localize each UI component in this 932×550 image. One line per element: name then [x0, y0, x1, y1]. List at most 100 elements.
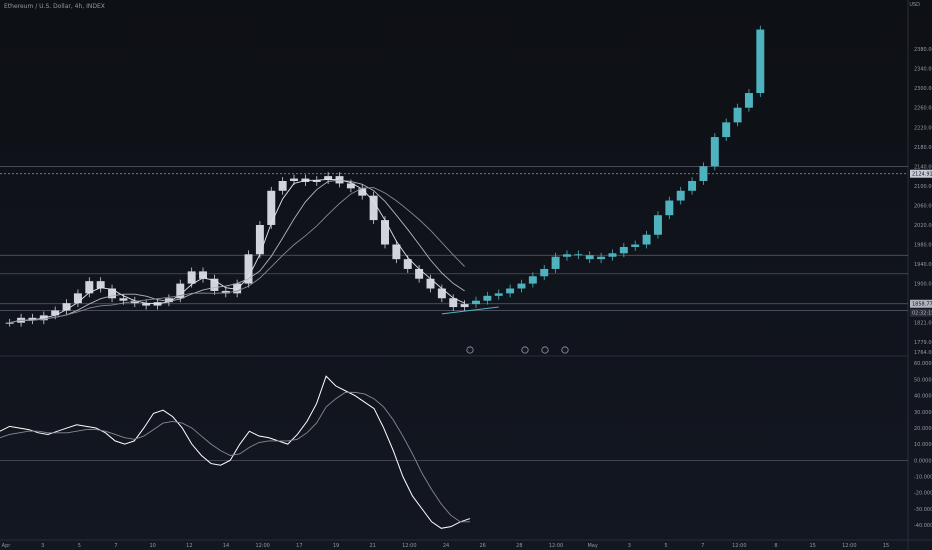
candle-body	[756, 29, 765, 94]
candle-body	[653, 215, 662, 235]
countdown-tag-label: 02:32:19	[912, 311, 932, 317]
candle-body	[312, 180, 321, 182]
candle-body	[688, 181, 697, 191]
candle-body	[244, 254, 253, 284]
candle-body	[528, 276, 537, 284]
osc-series-line	[0, 375, 471, 529]
candle-body	[96, 281, 105, 289]
time-tick-label: 15	[883, 543, 889, 549]
price-tick-label: 1980.00	[914, 243, 932, 249]
candle-body	[187, 271, 196, 284]
time-tick-label: 19	[333, 543, 339, 549]
time-tick-label: 12:00	[255, 543, 269, 549]
osc-tick-label: -40.0000	[914, 523, 932, 529]
candle-body	[483, 295, 492, 301]
candle-body	[278, 181, 287, 191]
candle-body	[392, 244, 401, 260]
candle-body	[699, 166, 708, 181]
candle-body	[415, 268, 424, 279]
moving-average-line	[9, 178, 465, 324]
candle-body	[494, 293, 503, 296]
candle-body	[426, 278, 435, 289]
osc-tick-label: -10.0000	[914, 475, 932, 481]
osc-tick-label: 0.0000	[914, 458, 932, 464]
trendline	[441, 306, 499, 315]
currency-label: USD	[909, 2, 920, 8]
candle-body	[449, 298, 458, 308]
candle-body	[119, 298, 128, 301]
time-tick-label: 5	[664, 543, 667, 549]
candle-body	[51, 310, 60, 316]
candle-body	[585, 255, 594, 260]
time-tick-label: 28	[516, 543, 522, 549]
price-tick-label: 2020.00	[914, 223, 932, 229]
time-tick-label: 12:00	[732, 543, 746, 549]
price-tick-label: 1940.00	[914, 262, 932, 268]
time-tick-label: 3	[41, 543, 44, 549]
candle-body	[710, 137, 719, 167]
price-tick-label: 2260.00	[914, 106, 932, 112]
price-tag-label: 1858.77	[912, 302, 932, 308]
time-tick-label: 3	[628, 543, 631, 549]
osc-tick-label: 50.0000	[914, 377, 932, 383]
candle-body	[517, 283, 526, 289]
candle-body	[403, 259, 412, 269]
event-marker	[561, 346, 569, 354]
candle-body	[358, 188, 367, 196]
candle-body	[85, 281, 94, 294]
candle-body	[733, 107, 742, 123]
candle-body	[346, 183, 355, 189]
countdown-tag-bg	[910, 308, 932, 317]
price-tick-label: 2220.00	[914, 125, 932, 131]
candle-body	[642, 234, 651, 245]
time-tick-label: 17	[296, 543, 302, 549]
price-tick-label: 2140.00	[914, 164, 932, 170]
price-tag-bg	[910, 299, 932, 308]
price-tick-label: 2300.00	[914, 86, 932, 92]
chart-title: Ethereum / U.S. Dollar, 4h, INDEX	[4, 3, 105, 10]
candle-body	[164, 298, 173, 303]
price-tag-label: 2124.91	[912, 172, 932, 178]
candle-body	[562, 254, 571, 257]
time-tick-label: 14	[223, 543, 229, 549]
candle-body	[722, 122, 731, 138]
candle-body	[369, 195, 378, 221]
moving-average-line	[9, 179, 465, 324]
candle-body	[130, 300, 139, 304]
candle-body	[381, 220, 389, 245]
time-tick-label: 26	[479, 543, 485, 549]
price-tick-label: 1821.00	[914, 321, 932, 327]
time-tick-label: 12:00	[549, 543, 563, 549]
osc-tick-label: 60.0000	[914, 361, 932, 367]
candle-body	[290, 178, 298, 181]
candle-body	[608, 253, 617, 257]
time-tick-label: 12:00	[402, 543, 416, 549]
candle-body	[28, 317, 37, 321]
time-tick-label: May	[587, 543, 597, 549]
osc-tick-label: 30.0000	[914, 410, 932, 416]
time-tick-label: 12	[186, 543, 192, 549]
candle-body	[324, 176, 333, 181]
candle-body	[551, 256, 560, 269]
time-tick-label: 7	[701, 543, 704, 549]
candle-body	[472, 300, 480, 305]
candle-body	[267, 190, 276, 225]
candle-body	[108, 288, 117, 299]
candle-body	[676, 190, 685, 201]
candle-body	[506, 288, 515, 294]
time-tick-label: 8	[774, 543, 777, 549]
time-tick-label: 21	[369, 543, 375, 549]
time-tick-label: Apr	[2, 543, 12, 549]
time-tick-label: 5	[78, 543, 81, 549]
candle-body	[142, 303, 151, 306]
candle-body	[619, 246, 628, 254]
price-tick-label: 2060.00	[914, 203, 932, 209]
time-tick-label: 10	[149, 543, 155, 549]
time-tick-label: 15	[809, 543, 815, 549]
candle-body	[744, 93, 753, 108]
time-tick-label: 12:00	[842, 543, 856, 549]
candle-body	[210, 278, 219, 291]
osc-tick-label: 40.0000	[914, 394, 932, 400]
